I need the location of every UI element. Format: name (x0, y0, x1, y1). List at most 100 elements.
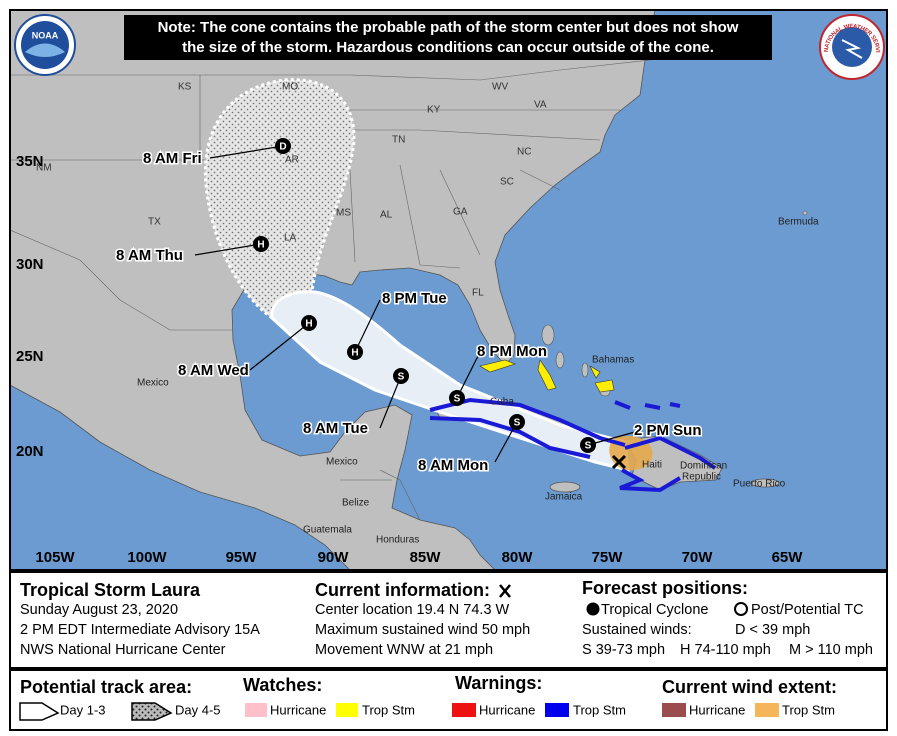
info-text: Center location 19.4 N 74.3 W (315, 602, 510, 618)
time-label: 8 PM Mon (477, 343, 547, 360)
longitude-labels: 105W 100W 95W 90W 85W 80W 75W 70W 65W (35, 549, 803, 566)
info-text: S 39-73 mph (582, 642, 665, 658)
place-label: Bermuda (778, 217, 819, 228)
trop-storm-watches (479, 359, 615, 393)
lon-label: 90W (318, 549, 350, 566)
swatch (336, 703, 358, 717)
place-label: AR (285, 155, 299, 166)
legend-title: Potential track area: (20, 677, 192, 697)
swatch (755, 703, 779, 717)
info-text: Sustained winds: (582, 622, 692, 638)
time-label: 8 AM Tue (303, 420, 368, 437)
place-label: Belize (342, 498, 370, 509)
noaa-logo: NOAA (14, 14, 76, 76)
place-label: Republic (682, 472, 721, 483)
info-text: Post/Potential TC (751, 602, 864, 618)
day13-cone (270, 290, 630, 472)
forecast-points: D H H H S S S S (253, 138, 596, 453)
info-text: Sunday August 23, 2020 (20, 602, 178, 618)
lat-label: 35N (16, 153, 44, 170)
legend-title: Current wind extent: (662, 677, 837, 697)
place-label: Mexico (137, 378, 169, 389)
time-label: 8 AM Mon (418, 457, 488, 474)
place-labels: KS MO KY WV VA NM AR TN NC SC TX MS AL G… (36, 82, 819, 546)
info-text: M > 110 mph (789, 642, 873, 658)
map: D H H H S S S S KS MO KY WV VA NM AR TN … (10, 10, 887, 570)
time-label: 8 AM Thu (116, 247, 183, 264)
info-text: H 74-110 mph (680, 642, 771, 658)
place-label: MS (336, 208, 351, 219)
time-label: 8 AM Fri (143, 150, 202, 167)
time-label: 8 PM Tue (382, 290, 447, 307)
puerto-rico (750, 478, 780, 488)
note-line: the size of the storm. Hazardous conditi… (182, 39, 714, 56)
note-line: Note: The cone contains the probable pat… (158, 19, 739, 36)
point-symbol: D (279, 142, 286, 153)
info-text: D < 39 mph (735, 622, 810, 638)
point-symbol: S (454, 394, 461, 405)
legend-label: Day 1-3 (60, 702, 106, 717)
legend-label: Trop Stm (362, 702, 415, 717)
place-label: GA (453, 207, 468, 218)
swatch (452, 703, 476, 717)
info-text: Maximum sustained wind 50 mph (315, 622, 530, 638)
place-label: VA (534, 100, 547, 111)
legend-label: Hurricane (689, 702, 745, 717)
info-text: Tropical Cyclone (601, 602, 708, 618)
time-label: 8 AM Wed (178, 362, 249, 379)
place-label: LA (284, 233, 297, 244)
point-symbol: S (514, 418, 521, 429)
latitude-labels: 35N 30N 25N 20N (16, 153, 44, 460)
place-label: FL (472, 288, 484, 299)
place-label: Honduras (376, 535, 419, 546)
swatch (245, 703, 267, 717)
lon-label: 75W (592, 549, 624, 566)
place-label: Dominican (680, 461, 727, 472)
time-label: 2 PM Sun (634, 422, 702, 439)
tc-symbol (586, 602, 600, 616)
legend-label: Day 4-5 (175, 702, 221, 717)
day13-icon (19, 702, 60, 721)
map-frame (9, 9, 888, 571)
place-label: Puerto Rico (733, 479, 786, 490)
place-label: Haiti (642, 460, 662, 471)
lon-label: 70W (682, 549, 714, 566)
ptc-symbol (734, 602, 748, 616)
x-symbol (499, 584, 511, 598)
lat-label: 30N (16, 256, 44, 273)
place-label: TN (392, 135, 405, 146)
place-label: Guatemala (303, 525, 352, 536)
lon-label: 85W (410, 549, 442, 566)
place-label: WV (492, 82, 508, 93)
storm-name: Tropical Storm Laura (20, 580, 201, 600)
legend-label: Trop Stm (573, 702, 626, 717)
place-label: KS (178, 82, 192, 93)
legend-title: Watches: (243, 675, 322, 695)
place-label: Cuba (490, 397, 514, 408)
legend-label: Hurricane (270, 702, 326, 717)
lat-label: 25N (16, 348, 44, 365)
legend-label: Hurricane (479, 702, 535, 717)
place-label: Bahamas (592, 355, 634, 366)
point-symbol: H (257, 240, 264, 251)
legend-label: Trop Stm (782, 702, 835, 717)
info-text: NWS National Hurricane Center (20, 642, 226, 658)
point-symbol: H (351, 348, 358, 359)
place-label: AL (380, 210, 393, 221)
place-label: NC (517, 147, 531, 158)
swatch (662, 703, 686, 717)
section-title: Forecast positions: (582, 578, 748, 598)
info-text: Movement WNW at 21 mph (315, 642, 493, 658)
info-text: 2 PM EDT Intermediate Advisory 15A (20, 622, 260, 638)
info-panel (9, 571, 888, 669)
place-label: Mexico (326, 457, 358, 468)
forecast-time-labels: 8 AM Fri 8 AM Thu 8 AM Wed 8 PM Tue 8 AM… (115, 148, 704, 475)
point-symbol: S (585, 441, 592, 452)
legend-title: Warnings: (455, 673, 542, 693)
swatch (545, 703, 569, 717)
lon-label: 80W (502, 549, 534, 566)
day45-icon (131, 702, 173, 721)
place-label: SC (500, 177, 514, 188)
lon-label: 95W (226, 549, 258, 566)
